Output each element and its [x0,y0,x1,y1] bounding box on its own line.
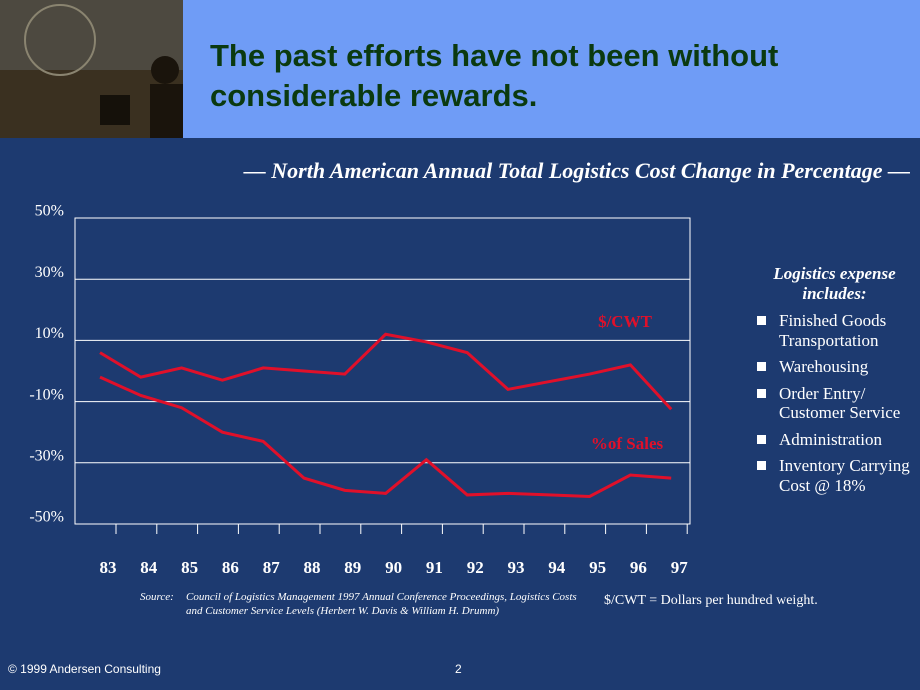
y-tick-label: 30% [35,264,64,281]
series-label: $/CWT [598,312,653,331]
sidebar-item: Order Entry/ Customer Service [752,384,917,423]
banner-image-arc [24,4,96,76]
x-tick-label: 96 [630,558,647,577]
x-tick-label: 88 [304,558,321,577]
note: $/CWT = Dollars per hundred weight. [604,593,818,608]
x-tick-label: 91 [426,558,443,577]
x-tick-label: 84 [140,558,158,577]
x-tick-label: 90 [385,558,402,577]
sidebar: Logistics expense includes: Finished Goo… [752,264,917,502]
banner-image-sky [0,0,183,70]
x-tick-label: 85 [181,558,198,577]
y-tick-label: -50% [29,509,64,526]
sidebar-item: Inventory Carrying Cost @ 18% [752,456,917,495]
source-text: Council of Logistics Management 1997 Ann… [186,591,577,618]
sidebar-item: Finished Goods Transportation [752,311,917,350]
page-number: 2 [455,662,462,676]
banner-image-figure [150,84,183,138]
sidebar-list: Finished Goods Transportation Warehousing… [752,311,917,495]
sidebar-item: Warehousing [752,357,917,377]
y-tick-label: -10% [29,386,64,403]
x-tick-label: 83 [100,558,117,577]
x-tick-label: 89 [344,558,361,577]
x-tick-label: 86 [222,558,239,577]
series-line [99,375,672,498]
y-tick-label: -30% [29,447,64,464]
series-line [99,332,673,411]
x-tick-label: 93 [508,558,525,577]
sidebar-heading: Logistics expense includes: [773,264,896,303]
source: Source: Council of Logistics Management … [140,590,580,619]
chart-title: — North American Annual Total Logistics … [243,158,910,183]
x-tick-label: 87 [263,558,281,577]
x-tick-label: 97 [671,558,689,577]
y-tick-label: 50% [35,203,64,220]
source-label: Source: [140,591,174,603]
banner-image-figure [151,56,179,84]
copyright: © 1999 Andersen Consulting [8,662,161,676]
x-tick-label: 94 [548,558,566,577]
y-tick-label: 10% [35,325,64,342]
series-label: %of Sales [591,434,664,453]
x-tick-label: 92 [467,558,484,577]
banner-image-monitor [100,95,130,125]
sidebar-item: Administration [752,430,917,450]
slide-title: The past efforts have not been without c… [210,38,779,114]
x-tick-label: 95 [589,558,606,577]
